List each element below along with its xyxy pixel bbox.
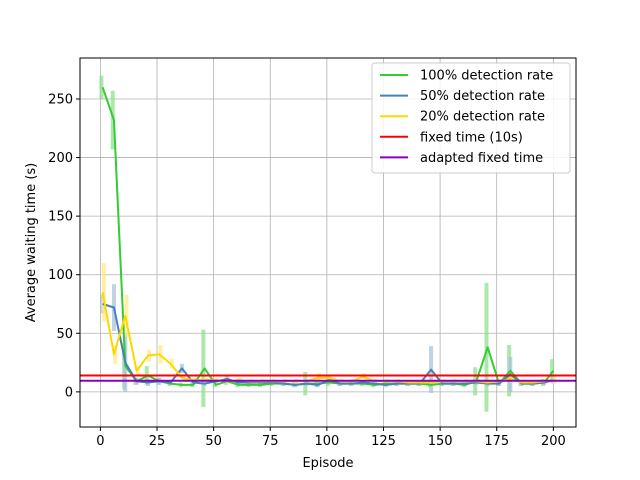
x-tick-label: 75 (262, 434, 279, 449)
axis-ticks: 0 25 50 75 100 125 150 175 200 0 50 100 150 200 250 (48, 93, 566, 450)
series-lines (80, 86, 576, 386)
y-tick-label: 0 (65, 385, 73, 400)
x-axis-label: Episode (302, 456, 353, 471)
y-tick-label: 200 (48, 151, 73, 166)
legend-label: 20% detection rate (420, 110, 545, 125)
y-tick-label: 100 (48, 268, 73, 283)
y-tick-label: 50 (56, 327, 73, 342)
y-tick-label: 250 (48, 93, 73, 108)
x-tick-label: 200 (541, 434, 566, 449)
x-tick-label: 50 (205, 434, 222, 449)
legend-label: adapted fixed time (420, 151, 543, 166)
x-tick-label: 150 (428, 434, 453, 449)
y-tick-label: 150 (48, 210, 73, 225)
legend-label: 100% detection rate (420, 69, 553, 84)
x-tick-label: 0 (96, 434, 104, 449)
x-tick-label: 125 (371, 434, 396, 449)
legend-box (371, 62, 571, 174)
series-line (101, 86, 555, 386)
legend: 100% detection rate 50% detection rate 20%… (371, 62, 571, 174)
x-tick-label: 100 (314, 434, 339, 449)
x-tick-label: 175 (484, 434, 509, 449)
plot-frame (79, 57, 577, 428)
legend-label: 50% detection rate (420, 89, 545, 104)
x-tick-label: 25 (149, 434, 166, 449)
legend-label: fixed time (10s) (420, 130, 523, 145)
y-axis-label: Average waiting time (s) (24, 163, 39, 322)
